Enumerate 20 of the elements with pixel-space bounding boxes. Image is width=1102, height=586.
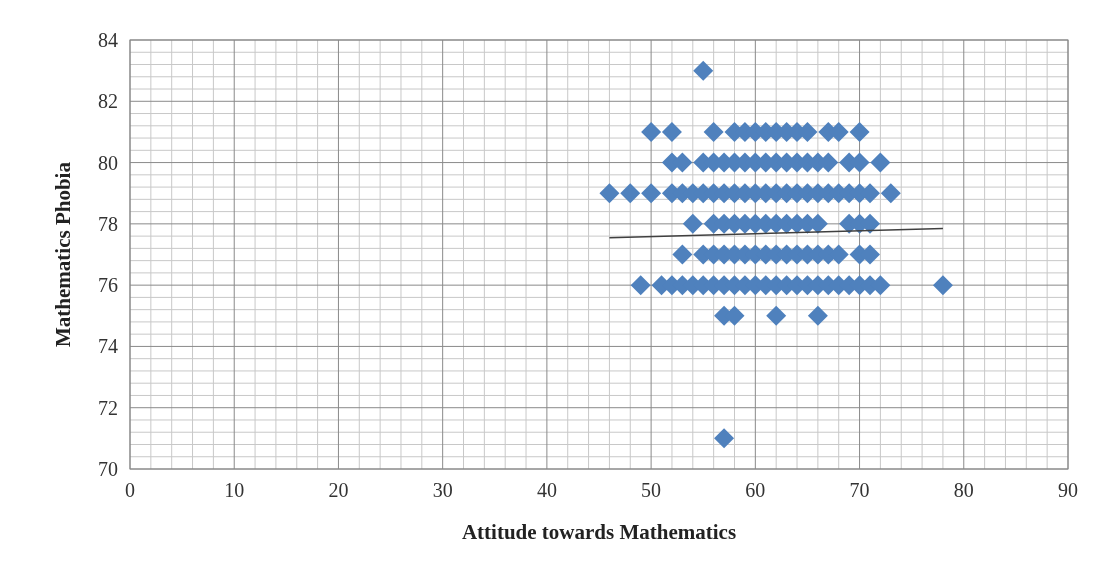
x-tick-label: 20: [328, 479, 349, 501]
y-tick-label: 80: [98, 151, 118, 174]
y-tick-label: 78: [98, 212, 118, 235]
y-tick-label: 70: [98, 458, 118, 480]
x-tick-label: 40: [536, 479, 557, 501]
y-tick-label: 72: [98, 396, 118, 419]
x-tick-label: 50: [641, 479, 662, 501]
y-tick-label: 76: [98, 274, 118, 297]
x-tick-label: 70: [849, 479, 870, 501]
y-axis-title: Mathematics Phobia: [51, 161, 75, 347]
x-tick-label: 90: [1058, 479, 1078, 501]
x-axis-title: Attitude towards Mathematics: [461, 520, 737, 544]
y-tick-label: 74: [98, 335, 118, 358]
x-tick-label: 10: [224, 479, 245, 501]
x-tick-label: 60: [745, 479, 766, 501]
y-tick-label: 82: [98, 90, 118, 113]
x-tick-label: 30: [432, 479, 453, 501]
x-tick-label: 0: [125, 479, 135, 501]
y-tick-label: 84: [98, 29, 118, 51]
x-tick-label: 80: [953, 479, 974, 501]
